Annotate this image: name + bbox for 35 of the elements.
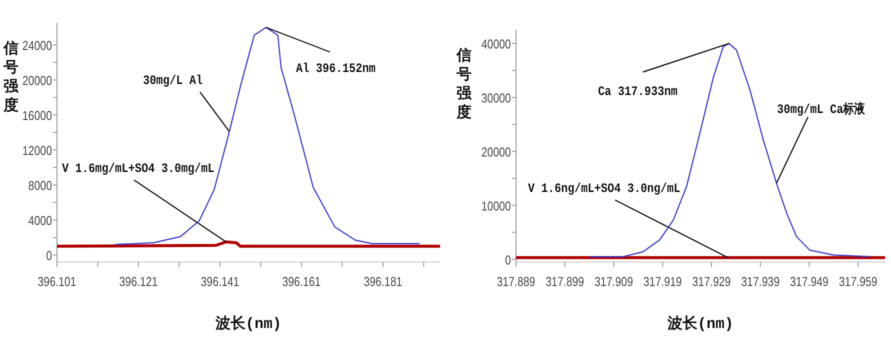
x-tick-label: 396.121 bbox=[119, 274, 158, 290]
y-tick-label: 8000 bbox=[28, 178, 52, 194]
annotation: Ca 317.933nm bbox=[598, 84, 678, 100]
x-tick-label: 317.889 bbox=[496, 274, 536, 290]
text: 30mg/L Al bbox=[143, 73, 203, 88]
x-tick-label: 317.929 bbox=[692, 274, 732, 290]
y-tick-label: 24000 bbox=[22, 38, 52, 54]
y-tick-label: 30000 bbox=[481, 90, 512, 106]
x-axis-title: 波长(nm) bbox=[214, 315, 282, 333]
y-tick-label: 0 bbox=[505, 252, 512, 268]
y-tick-label: 0 bbox=[46, 248, 52, 264]
y-tick-label: 10000 bbox=[481, 198, 512, 214]
series-label: 30mg/mL Ca标液 bbox=[777, 101, 866, 118]
x-tick-label: 396.141 bbox=[200, 274, 240, 290]
x-tick-label: 396.101 bbox=[38, 274, 77, 290]
y-tick-label: 40000 bbox=[481, 36, 512, 52]
y-tick-label: 20000 bbox=[481, 144, 512, 160]
x-tick-label: 396.161 bbox=[282, 274, 322, 290]
ylabel: 信号强度 bbox=[456, 48, 472, 122]
x-tick-label: 317.909 bbox=[594, 274, 634, 290]
y-tick-label: 16000 bbox=[22, 108, 52, 124]
x-tick-label: 317.919 bbox=[643, 274, 682, 290]
x-tick-label: 317.899 bbox=[546, 274, 584, 290]
y-tick-label: 20000 bbox=[22, 72, 52, 88]
x-tick-label: 317.959 bbox=[838, 274, 878, 290]
text: V 1.6ng/mL+SO4 3.0ng/mL bbox=[528, 181, 680, 196]
y-tick-label: 12000 bbox=[22, 142, 52, 158]
x-tick-label: 317.949 bbox=[790, 274, 829, 290]
text: V 1.6mg/mL+SO4 3.0mg/mL bbox=[62, 161, 214, 176]
ylabel: 信号强度 bbox=[4, 41, 18, 115]
x-tick-label: 317.939 bbox=[741, 274, 780, 290]
annotation: Al 396.152nm bbox=[296, 61, 376, 76]
x-axis-title: 波长(nm) bbox=[666, 315, 734, 333]
x-tick-label: 396.181 bbox=[364, 274, 403, 290]
y-tick-label: 4000 bbox=[28, 212, 52, 228]
